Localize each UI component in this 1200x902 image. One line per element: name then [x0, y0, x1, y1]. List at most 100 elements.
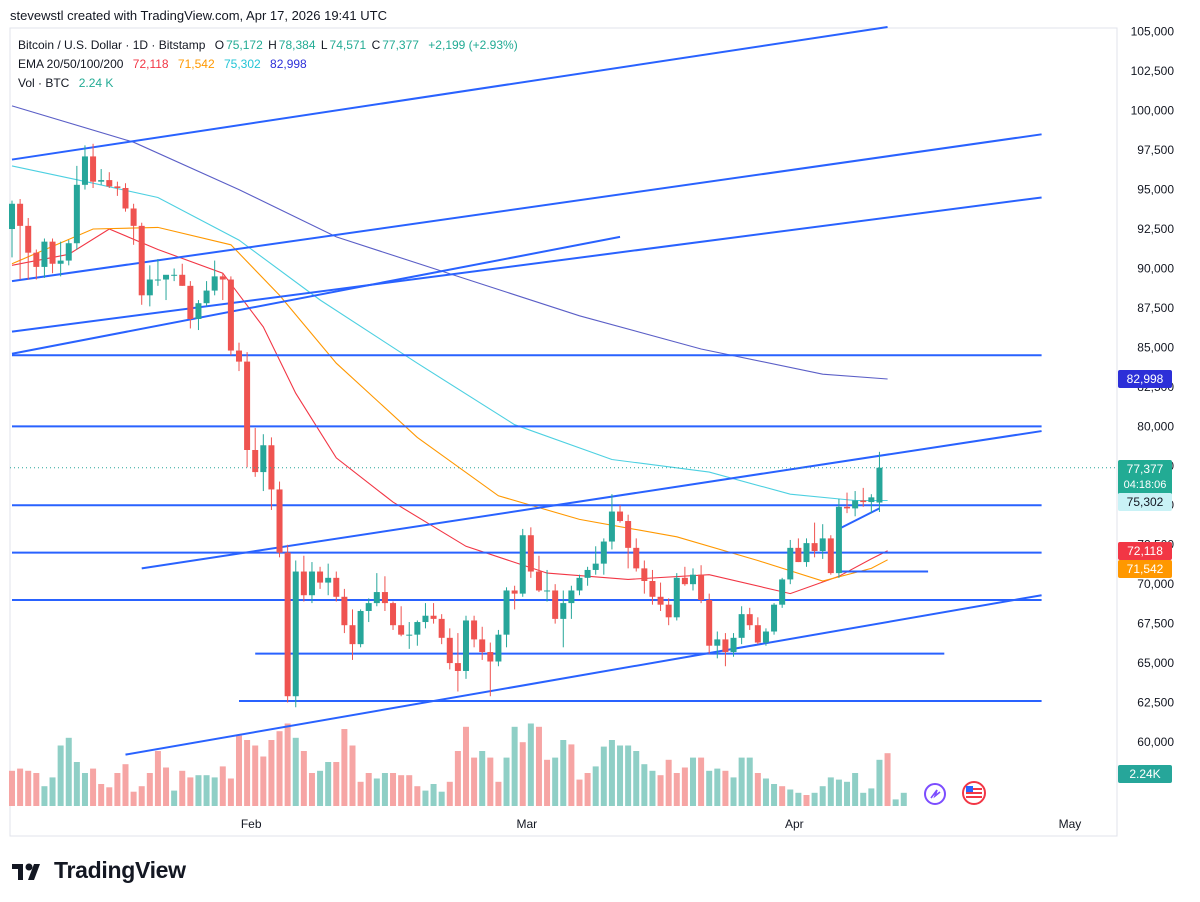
volume-bar	[422, 790, 429, 806]
candle-body	[373, 592, 380, 604]
volume-bar	[341, 729, 348, 806]
volume-bar	[608, 740, 615, 806]
ema100-price-tag: 75,302	[1118, 493, 1172, 511]
volume-bar	[649, 770, 656, 806]
candle-body	[219, 276, 226, 280]
candle-body	[479, 639, 486, 653]
candle-body	[138, 225, 145, 296]
legend-vol-row[interactable]: Vol · BTC 2.24 K	[18, 76, 115, 90]
volume-bar	[122, 764, 129, 806]
candle-body	[698, 574, 705, 600]
candle-body	[73, 184, 80, 244]
candle-body	[446, 637, 453, 664]
candle-body	[714, 639, 721, 646]
candle-body	[163, 274, 170, 280]
volume-bar	[827, 777, 834, 806]
volume-bar	[527, 723, 534, 806]
candle-body	[308, 571, 315, 596]
y-tick-label: 100,000	[1131, 104, 1175, 118]
candle-body	[495, 634, 502, 662]
ema20-price-tag: 72,118	[1118, 542, 1172, 560]
volume-bar	[779, 786, 786, 806]
candle-body	[235, 350, 242, 362]
candle-body	[560, 603, 567, 619]
volume-bar	[406, 775, 413, 806]
ema200-price-tag: 82,998	[1118, 370, 1172, 388]
legend-ema-label: EMA 20/50/100/200	[18, 57, 124, 71]
candle-body	[130, 208, 137, 226]
candle-body	[746, 614, 753, 626]
volume-bar	[876, 759, 883, 806]
volume-bar	[179, 770, 186, 806]
candle-body	[568, 590, 575, 604]
y-tick-label: 90,000	[1137, 261, 1174, 275]
y-tick-label: 80,000	[1137, 419, 1174, 433]
candle-body	[81, 156, 88, 185]
candle-body	[33, 252, 40, 267]
legend-high-label: H	[268, 38, 277, 52]
volume-bar	[479, 751, 486, 806]
volume-bar	[519, 742, 526, 806]
candle-body	[114, 186, 121, 188]
candle-body	[211, 276, 218, 291]
candle-body	[406, 634, 413, 636]
legend-ema200: 82,998	[270, 57, 307, 71]
candle-body	[292, 571, 299, 697]
volume-bar	[706, 770, 713, 806]
volume-bar	[187, 777, 194, 806]
volume-bar	[130, 791, 137, 806]
volume-bar	[803, 795, 810, 806]
candle-body	[414, 622, 421, 635]
legend-low-label: L	[320, 38, 328, 52]
volume-bar	[349, 745, 356, 806]
y-tick-label: 60,000	[1137, 735, 1174, 749]
volume-bar	[665, 759, 672, 806]
candle-body	[689, 574, 696, 585]
trend-line	[141, 430, 1042, 570]
legend-symbol[interactable]: Bitcoin / U.S. Dollar · 1D · Bitstamp	[18, 38, 206, 52]
plot-frame	[9, 27, 1118, 837]
volume-bar	[365, 773, 372, 806]
legend-ema100: 75,302	[223, 57, 261, 71]
volume-bar	[227, 778, 234, 806]
volume-bar	[795, 792, 802, 806]
candle-body	[876, 467, 883, 503]
sparkle-icon	[924, 783, 946, 805]
candle-body	[341, 596, 348, 626]
volume-bar	[487, 757, 494, 806]
volume-bar	[535, 726, 542, 806]
candle-body	[90, 156, 97, 182]
candle-body	[49, 241, 56, 264]
volume-bar	[738, 757, 745, 806]
candle-body	[57, 260, 64, 264]
legend-ema-row[interactable]: EMA 20/50/100/200 72,118 71,542 75,302 8…	[18, 57, 309, 71]
candle-body	[203, 290, 210, 304]
candle-body	[381, 592, 388, 604]
y-tick-label: 67,500	[1137, 617, 1174, 631]
candle-body	[179, 274, 186, 286]
volume-bar	[268, 740, 275, 806]
volume-bar	[511, 726, 518, 806]
candle-body	[462, 620, 469, 671]
volume-bar	[860, 792, 867, 806]
candle-body	[511, 590, 518, 594]
volume-bar	[754, 773, 761, 806]
volume-bar	[584, 773, 591, 806]
volume-bar	[568, 744, 575, 806]
volume-bar	[300, 751, 307, 806]
volume-bar	[81, 773, 88, 806]
candle-body	[333, 577, 340, 597]
volume-bar	[154, 751, 161, 806]
volume-bar	[811, 792, 818, 806]
candle-body	[357, 610, 364, 645]
candle-body	[25, 225, 32, 253]
tradingview-logo[interactable]: TradingView	[12, 857, 186, 884]
tradingview-logo-text: TradingView	[54, 857, 186, 883]
volume-bar	[73, 762, 80, 806]
candle-body	[681, 577, 688, 585]
legend-vol: 2.24 K	[78, 76, 114, 90]
volume-bar	[333, 762, 340, 806]
volume-bar	[414, 786, 421, 806]
volume-bar	[819, 786, 826, 806]
